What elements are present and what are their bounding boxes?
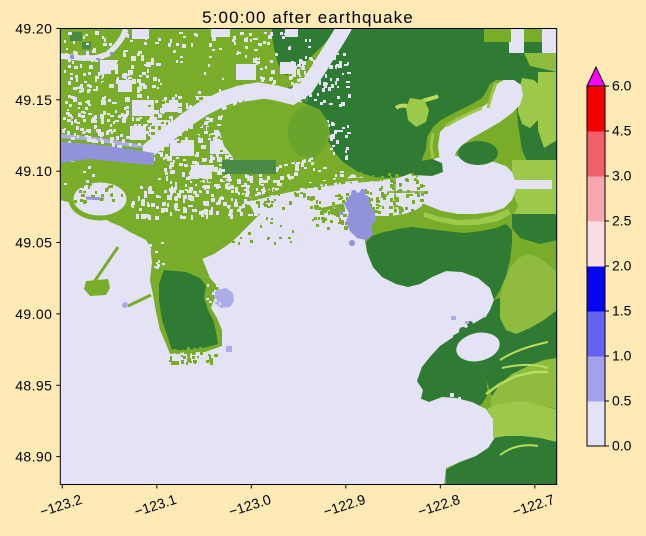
svg-text:3.0: 3.0 xyxy=(612,168,632,184)
svg-text:1.5: 1.5 xyxy=(612,303,632,319)
svg-text:−123.2: −123.2 xyxy=(38,491,84,520)
svg-text:0.0: 0.0 xyxy=(612,438,632,454)
svg-text:48.90: 48.90 xyxy=(15,449,52,465)
svg-text:−122.7: −122.7 xyxy=(510,491,556,520)
svg-text:−122.8: −122.8 xyxy=(416,491,462,520)
svg-text:2.0: 2.0 xyxy=(612,258,632,274)
svg-text:6.0: 6.0 xyxy=(612,78,632,94)
svg-text:0.5: 0.5 xyxy=(612,393,632,409)
svg-text:49.05: 49.05 xyxy=(15,235,52,251)
svg-text:2.5: 2.5 xyxy=(612,213,632,229)
svg-text:49.10: 49.10 xyxy=(15,163,52,179)
svg-text:−122.9: −122.9 xyxy=(321,491,367,520)
svg-text:49.15: 49.15 xyxy=(15,92,52,108)
svg-text:1.0: 1.0 xyxy=(612,348,632,364)
svg-text:−123.1: −123.1 xyxy=(132,491,178,520)
svg-text:4.5: 4.5 xyxy=(612,123,632,139)
svg-text:48.95: 48.95 xyxy=(15,377,52,393)
svg-text:49.20: 49.20 xyxy=(15,20,52,36)
svg-text:−123.0: −123.0 xyxy=(227,491,273,520)
svg-text:5:00:00 after earthquake: 5:00:00 after earthquake xyxy=(202,8,414,27)
svg-text:49.00: 49.00 xyxy=(15,306,52,322)
